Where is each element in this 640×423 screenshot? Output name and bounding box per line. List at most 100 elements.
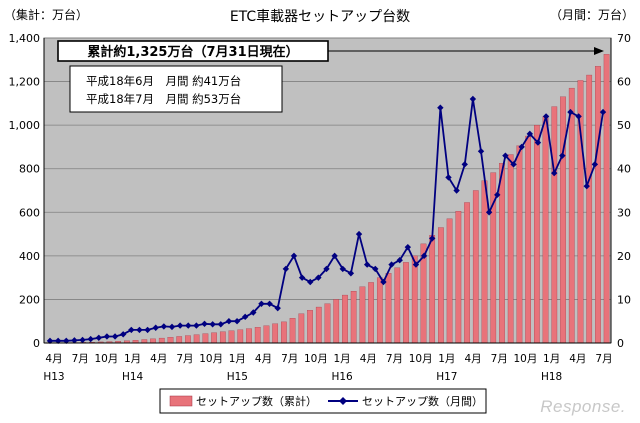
monthly-point (551, 169, 558, 177)
bar-series (45, 54, 610, 344)
year-labels: H13 H14 H15 H16 H17 H18 (43, 371, 562, 383)
cumulative-bar (350, 290, 357, 344)
cumulative-bar (272, 323, 279, 344)
x-tick-label: 10月 (409, 353, 433, 365)
line-series (46, 95, 607, 345)
cumulative-bar (211, 332, 217, 344)
monthly-point (412, 261, 420, 268)
right-tick-label: 10 (617, 293, 631, 306)
monthly-point (258, 300, 265, 307)
cumulative-bar (315, 306, 322, 344)
monthly-point (599, 108, 607, 116)
monthly-point (160, 323, 168, 330)
monthly-point (103, 333, 111, 340)
monthly-point (494, 191, 501, 199)
cumulative-bar (307, 310, 313, 344)
monthly-point (559, 152, 566, 159)
monthly-point (217, 321, 224, 328)
monthly-point (290, 252, 298, 260)
monthly-point (502, 152, 509, 159)
monthly-point (54, 337, 62, 345)
cumulative-bar (551, 106, 558, 344)
axes (43, 38, 612, 344)
cumulative-bar (586, 74, 593, 344)
year-label: H14 (122, 371, 144, 383)
right-tick-label: 20 (617, 250, 631, 263)
cumulative-callout: 累計約1,325万台（7月31日現在） (57, 40, 604, 62)
monthly-point (95, 334, 102, 341)
monthly-point (331, 252, 338, 260)
cumulative-bar (376, 277, 383, 344)
monthly-point (144, 326, 151, 334)
x-tick-label: 4月 (45, 353, 62, 365)
left-tick-label: 1,400 (9, 32, 41, 45)
cumulative-bar (533, 124, 540, 344)
monthly-point (87, 335, 94, 343)
left-tick-label: 600 (19, 206, 40, 219)
monthly-point (274, 304, 281, 312)
cumulative-bar (438, 227, 444, 344)
x-tick-label: 10月 (513, 353, 537, 365)
cumulative-bar (289, 318, 296, 344)
monthly-point (63, 337, 70, 345)
right-tick-labels: 0 10 20 30 40 50 60 70 (617, 32, 631, 350)
cumulative-bar (560, 96, 566, 344)
cumulative-bar (568, 87, 575, 344)
legend-bar-label: セットアップ数（累計） (196, 394, 317, 408)
x-tick-label: 1月 (229, 353, 246, 365)
monthly-point (485, 209, 493, 216)
cumulative-bar (464, 202, 470, 344)
monthly-point (420, 252, 428, 260)
x-tick-label: 7月 (595, 353, 612, 365)
x-tick-label: 7月 (386, 353, 403, 365)
x-tick-label: 4月 (150, 353, 167, 365)
x-tick-label: 7月 (491, 353, 508, 365)
right-tick-label: 50 (617, 119, 631, 132)
monthly-point (46, 337, 54, 345)
cumulative-bar (202, 333, 209, 344)
monthly-point (461, 161, 468, 168)
monthly-point (79, 336, 86, 344)
monthly-point (111, 333, 119, 340)
cumulative-bar (525, 135, 531, 344)
monthly-point (437, 104, 444, 111)
year-label: H13 (43, 371, 64, 383)
x-tick-label: 7月 (72, 353, 89, 365)
x-tick-label: 4月 (569, 353, 586, 365)
monthly-point (372, 265, 379, 273)
monthly-point (453, 187, 460, 194)
cumulative-bar (403, 262, 409, 344)
monthly-point (542, 113, 550, 120)
cumulative-bar (176, 336, 183, 344)
monthly-point (225, 318, 233, 325)
monthly-point (363, 261, 371, 268)
x-tick-label: 10月 (199, 353, 223, 365)
cumulative-bar (516, 145, 523, 344)
monthly-point (315, 274, 322, 281)
monthly-point (347, 270, 355, 277)
monthly-point (396, 257, 403, 264)
monthly-point (201, 320, 208, 328)
monthly-point (404, 243, 412, 251)
x-tick-label: 10月 (304, 353, 328, 365)
cumulative-bar (185, 335, 191, 344)
cumulative-bar (411, 255, 418, 344)
cumulative-bar (254, 327, 261, 344)
monthly-point (591, 161, 599, 168)
x-tick-label: 1月 (334, 353, 351, 365)
monthly-point (266, 300, 273, 307)
cumulative-bar (359, 286, 366, 344)
left-tick-label: 1,000 (9, 119, 41, 132)
monthly-point (323, 265, 330, 273)
x-tick-label: 1月 (438, 353, 455, 365)
legend-line-label: セットアップ数（月間） (362, 395, 483, 408)
x-tick-label: 7月 (281, 353, 298, 365)
info-box (69, 65, 283, 113)
chart-title: ETC車載器セットアップ台数 (229, 9, 411, 25)
monthly-point (209, 321, 216, 328)
x-tick-label: 4月 (255, 353, 272, 365)
right-tick-label: 40 (617, 163, 631, 176)
cumulative-bar (281, 321, 287, 344)
monthly-point (282, 265, 290, 273)
